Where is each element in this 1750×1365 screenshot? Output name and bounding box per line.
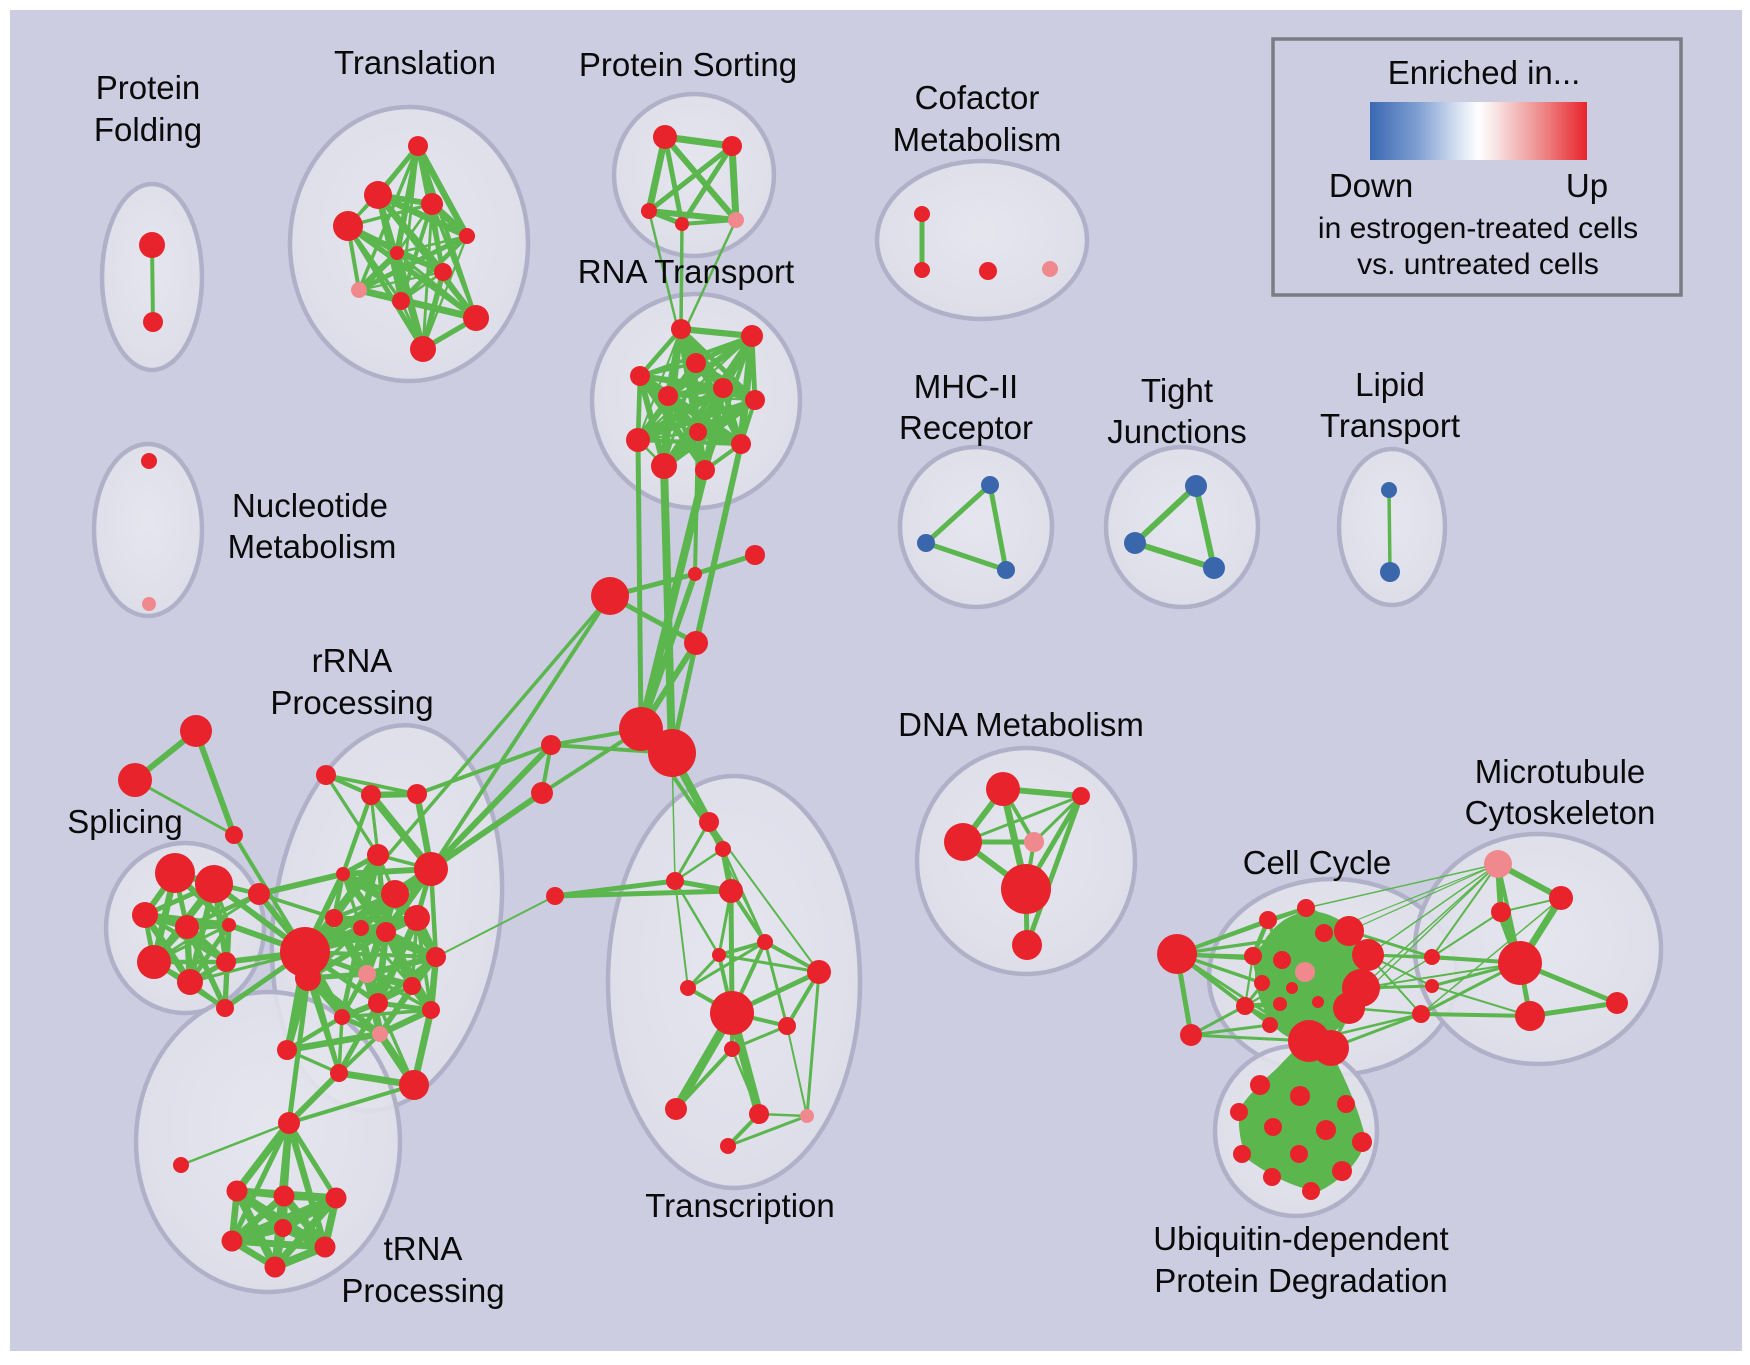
svg-text:Protein: Protein xyxy=(96,69,201,106)
svg-text:Transport: Transport xyxy=(1320,407,1460,444)
svg-text:Up: Up xyxy=(1566,167,1608,204)
svg-text:Metabolism: Metabolism xyxy=(893,121,1062,158)
svg-text:vs. untreated cells: vs. untreated cells xyxy=(1357,248,1599,281)
svg-text:Metabolism: Metabolism xyxy=(228,528,397,565)
svg-text:Ubiquitin-dependent: Ubiquitin-dependent xyxy=(1153,1220,1448,1257)
svg-text:Transcription: Transcription xyxy=(645,1187,835,1224)
svg-text:Lipid: Lipid xyxy=(1355,366,1425,403)
svg-text:Down: Down xyxy=(1329,167,1413,204)
svg-text:Splicing: Splicing xyxy=(67,803,183,840)
svg-text:Cell Cycle: Cell Cycle xyxy=(1243,844,1392,881)
svg-text:in estrogen-treated cells: in estrogen-treated cells xyxy=(1318,212,1638,245)
svg-text:Processing: Processing xyxy=(341,1272,504,1309)
svg-text:Processing: Processing xyxy=(270,684,433,721)
svg-text:Protein Sorting: Protein Sorting xyxy=(579,46,797,83)
svg-text:Microtubule: Microtubule xyxy=(1475,753,1646,790)
svg-text:Folding: Folding xyxy=(94,111,202,148)
svg-text:Cytoskeleton: Cytoskeleton xyxy=(1465,794,1656,831)
svg-text:Translation: Translation xyxy=(334,44,496,81)
svg-text:rRNA: rRNA xyxy=(312,642,393,679)
svg-text:Tight: Tight xyxy=(1141,372,1213,409)
svg-text:Junctions: Junctions xyxy=(1107,413,1246,450)
svg-text:Protein Degradation: Protein Degradation xyxy=(1154,1262,1448,1299)
svg-text:tRNA: tRNA xyxy=(384,1230,463,1267)
svg-text:MHC-II: MHC-II xyxy=(914,368,1018,405)
svg-text:RNA Transport: RNA Transport xyxy=(578,253,794,290)
svg-text:Receptor: Receptor xyxy=(899,409,1033,446)
svg-text:DNA Metabolism: DNA Metabolism xyxy=(898,706,1144,743)
svg-text:Cofactor: Cofactor xyxy=(915,79,1040,116)
svg-text:Enriched in...: Enriched in... xyxy=(1388,54,1581,91)
svg-text:Nucleotide: Nucleotide xyxy=(232,487,388,524)
